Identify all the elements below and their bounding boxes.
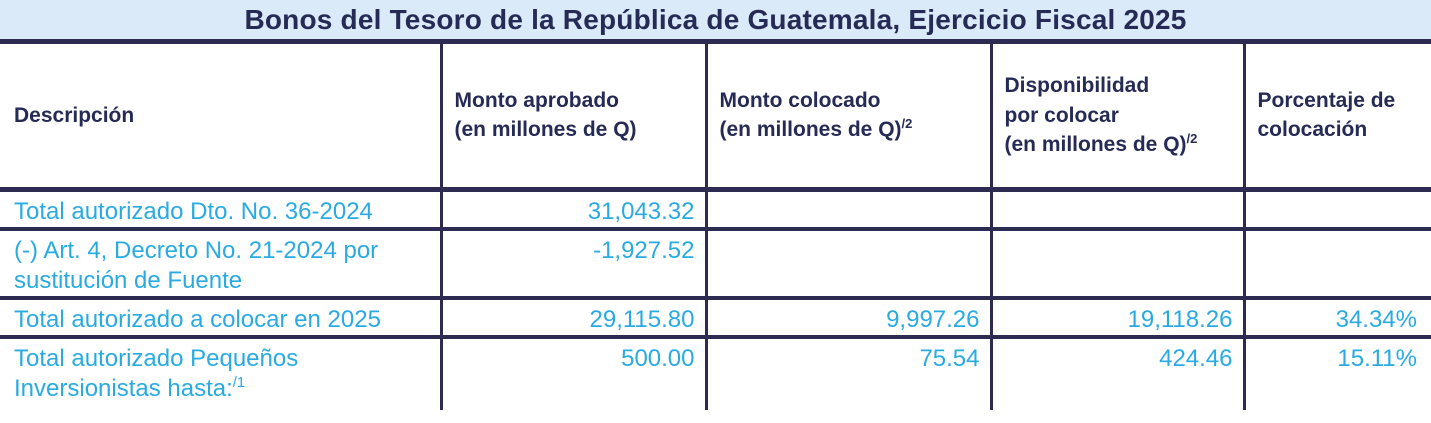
cell-monto-colocado: 75.54	[706, 336, 993, 410]
row-label: Total autorizado Dto. No. 36-2024	[14, 197, 373, 225]
cell-monto-aprobado: 29,115.80	[441, 297, 708, 339]
table-row-total-colocar-2025: Total autorizado a colocar en 2025 29,11…	[0, 297, 1431, 339]
col-header-descripcion-label: Descripción	[14, 103, 135, 127]
col-header-disponibilidad: Disponibilidad por colocar (en millones …	[991, 44, 1246, 192]
col-header-porcentaje-line2: colocación	[1257, 118, 1368, 142]
table-row-art4-decreto: (-) Art. 4, Decreto No. 21-2024 por sust…	[0, 228, 1431, 300]
cell-monto-aprobado: 31,043.32	[441, 189, 708, 231]
col-header-disponibilidad-line3: (en millones de Q)	[1004, 132, 1187, 156]
cell-monto-colocado	[706, 228, 993, 300]
cell-descripcion: Total autorizado Dto. No. 36-2024	[0, 189, 443, 231]
cell-disponibilidad: 424.46	[991, 336, 1246, 410]
cell-porcentaje	[1244, 189, 1431, 231]
footnote-marker-2: /2	[901, 116, 913, 132]
row-label: (-) Art. 4, Decreto No. 21-2024 por sust…	[14, 236, 379, 294]
footnote-marker-1: /1	[232, 374, 246, 391]
table-row-pequenos-inversionistas: Total autorizado Pequeños Inversionistas…	[0, 336, 1431, 410]
header-row: Descripción Monto aprobado (en millones …	[0, 44, 1431, 192]
cell-porcentaje	[1244, 228, 1431, 300]
cell-monto-aprobado: -1,927.52	[441, 228, 708, 300]
col-header-monto-aprobado: Monto aprobado (en millones de Q)	[441, 44, 708, 192]
col-header-monto-colocado: Monto colocado (en millones de Q)/2	[706, 44, 993, 192]
cell-descripcion: (-) Art. 4, Decreto No. 21-2024 por sust…	[0, 228, 443, 300]
col-header-porcentaje: Porcentaje de colocación	[1244, 44, 1431, 192]
col-header-descripcion: Descripción	[0, 44, 443, 192]
cell-monto-colocado: 9,997.26	[706, 297, 993, 339]
cell-porcentaje: 15.11%	[1337, 344, 1417, 372]
col-header-monto-colocado-line2: (en millones de Q)	[719, 118, 902, 142]
cell-monto-aprobado: 500.00	[441, 336, 708, 410]
row-label: Total autorizado a colocar en 2025	[14, 305, 381, 333]
col-header-disponibilidad-line1: Disponibilidad	[1004, 74, 1150, 98]
cell-descripcion: Total autorizado Pequeños Inversionistas…	[0, 336, 443, 410]
cell-monto-colocado	[706, 189, 993, 231]
cell-porcentaje: 34.34%	[1244, 297, 1431, 339]
row-label: Total autorizado Pequeños Inversionistas…	[14, 344, 299, 402]
bonos-table: Descripción Monto aprobado (en millones …	[0, 44, 1431, 410]
col-header-porcentaje-line1: Porcentaje de	[1257, 88, 1396, 112]
cell-disponibilidad	[991, 189, 1246, 231]
col-header-monto-colocado-line1: Monto colocado	[719, 88, 881, 112]
table-title-band: Bonos del Tesoro de la República de Guat…	[0, 0, 1431, 44]
cell-disponibilidad	[991, 228, 1246, 300]
cell-descripcion: Total autorizado a colocar en 2025	[0, 297, 443, 339]
table-title: Bonos del Tesoro de la República de Guat…	[244, 3, 1187, 35]
col-header-monto-aprobado-line2: (en millones de Q)	[454, 118, 637, 142]
col-header-monto-aprobado-line1: Monto aprobado	[454, 88, 619, 112]
footnote-marker-2: /2	[1186, 130, 1198, 146]
col-header-disponibilidad-line2: por colocar	[1004, 103, 1119, 127]
cell-disponibilidad: 19,118.26	[991, 297, 1246, 339]
table-row-total-autorizado: Total autorizado Dto. No. 36-2024 31,043…	[0, 189, 1431, 231]
